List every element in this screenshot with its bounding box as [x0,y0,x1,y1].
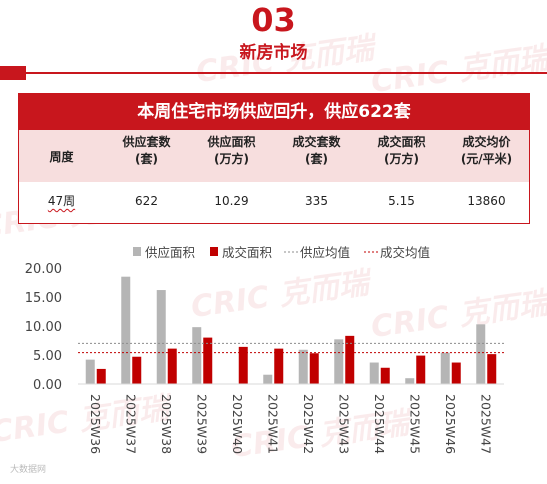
bar-supply-area [476,324,486,384]
bar-deal-area [487,354,497,384]
bar-supply-area [334,339,344,384]
x-tick-label: 2025W38 [159,394,174,454]
y-tick-label: 0.00 [33,378,62,393]
column-header-supply-units: 供应套数 (套) [122,135,171,166]
bar-supply-area [298,349,308,384]
x-axis: 2025W36 2025W37 2025W38 2025W39 2025W40 2025W… [88,394,494,454]
bar-supply-area [369,362,379,384]
column-header-avg-price: 成交均价 (元/平米) [460,135,513,166]
y-tick-label: 10.00 [25,320,62,335]
x-tick-label: 2025W47 [478,394,493,454]
x-tick-label: 2025W36 [88,394,103,454]
bar-deal-area [416,355,426,384]
legend-label: 供应均值 [300,245,350,260]
x-tick-label: 2025W44 [372,394,387,454]
y-tick-label: 5.00 [33,349,62,364]
bar-deal-area [380,367,390,384]
y-tick-label: 15.00 [25,291,62,306]
x-tick-label: 2025W41 [265,394,280,454]
x-tick-label: 2025W39 [194,394,209,454]
y-axis: 0.00 5.00 10.00 15.00 20.00 [25,262,62,393]
bar-deal-area [274,348,284,384]
table-cell-week: 47周 [47,194,76,208]
summary-table-header-row [19,130,529,182]
bar-supply-area [121,276,131,384]
table-cell-avg-price: 13860 [467,194,506,208]
table-cell-supply-area: 10.29 [214,194,249,208]
legend-swatch [210,247,218,256]
bar-layer [85,276,497,384]
x-tick-label: 2025W46 [443,394,458,454]
bar-supply-area [263,374,273,384]
x-tick-label: 2025W42 [301,394,316,454]
x-tick-label: 2025W37 [123,394,138,454]
bar-deal-area [96,368,106,384]
legend-label: 成交面积 [222,245,272,260]
bar-deal-area [309,353,319,384]
table-cell-deal-units: 335 [305,194,328,208]
chart-legend: 供应面积 成交面积 供应均值 成交均值 [133,245,430,260]
legend-label: 供应面积 [145,245,195,260]
y-tick-label: 20.00 [25,262,62,277]
summary-table: 本周住宅市场供应回升，供应622套 周度 供应套数 (套) 供应面积 (万方) … [18,93,530,224]
column-header-deal-units: 成交套数 (套) [292,135,341,166]
table-cell-deal-area: 5.15 [388,194,415,208]
column-header-week: 周度 [49,150,74,164]
legend-swatch [133,247,141,256]
x-tick-label: 2025W43 [336,394,351,454]
area-chart: 供应面积 成交面积 供应均值 成交均值 0.00 5.00 10.00 15.00 20.00… [25,245,504,454]
summary-table-title: 本周住宅市场供应回升，供应622套 [19,94,529,130]
bar-deal-area [345,335,355,384]
bar-deal-area [132,356,142,384]
x-tick-label: 2025W40 [230,394,245,454]
bar-deal-area [167,348,177,384]
column-header-deal-area: 成交面积 (万方) [377,135,426,166]
table-cell-supply-units: 622 [135,194,158,208]
legend-label: 成交均值 [380,245,430,260]
bar-supply-area [440,352,450,384]
column-header-supply-area: 供应面积 (万方) [207,135,256,166]
average-lines [78,342,504,385]
section-divider [0,72,547,74]
bar-supply-area [192,327,202,384]
section-title: 新房市场 [239,43,308,63]
footer-source: 大数据网 [10,465,47,475]
bar-deal-area [203,337,213,384]
bar-supply-area [156,290,166,384]
bar-supply-area [85,359,95,384]
x-tick-label: 2025W45 [407,394,422,454]
section-number: 03 [251,1,296,39]
bar-deal-area [238,346,248,384]
bar-deal-area [451,362,461,384]
bar-supply-area [405,378,415,384]
